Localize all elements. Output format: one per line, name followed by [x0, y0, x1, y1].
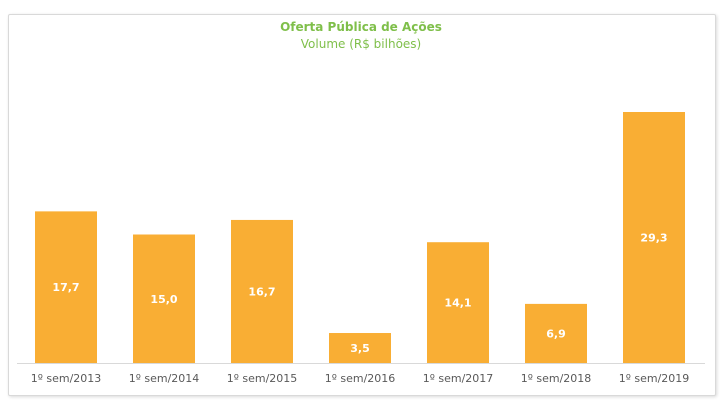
x-tick-label: 1º sem/2013	[31, 372, 102, 385]
x-tick-label: 1º sem/2018	[521, 372, 592, 385]
bar	[133, 234, 195, 363]
x-tick-label: 1º sem/2014	[129, 372, 200, 385]
x-tick-label: 1º sem/2016	[325, 372, 396, 385]
chart-subtitle: Volume (R$ bilhões)	[300, 37, 422, 51]
chart-card	[8, 14, 716, 396]
data-label: 17,7	[52, 281, 79, 294]
x-tick-label: 1º sem/2019	[619, 372, 690, 385]
bar	[35, 211, 97, 363]
data-label: 6,9	[546, 327, 566, 340]
data-label: 29,3	[640, 232, 667, 245]
chart-title: Oferta Pública de Ações	[280, 20, 442, 34]
data-label: 3,5	[350, 342, 370, 355]
data-label: 16,7	[248, 285, 275, 298]
data-label: 15,0	[150, 293, 177, 306]
data-label: 14,1	[444, 297, 471, 310]
x-tick-label: 1º sem/2017	[423, 372, 494, 385]
bar	[623, 112, 685, 363]
bar	[525, 303, 587, 363]
bar	[231, 219, 293, 363]
bar	[329, 333, 391, 363]
x-tick-label: 1º sem/2015	[227, 372, 298, 385]
bar	[427, 242, 489, 363]
